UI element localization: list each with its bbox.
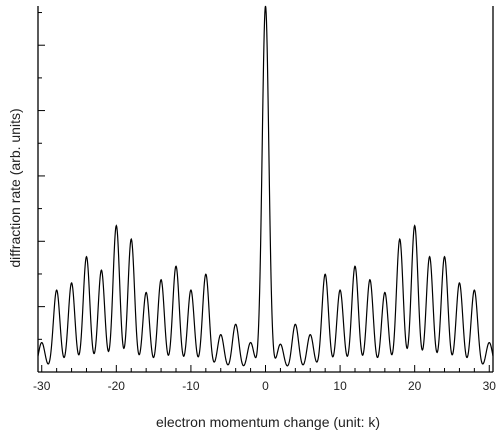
x-tick-label: 0 (262, 379, 269, 393)
x-tick-label: 20 (408, 379, 422, 393)
y-axis-label: diffraction rate (arb. units) (7, 108, 23, 267)
axis-ticks (38, 12, 490, 372)
plot-frame (37, 6, 494, 373)
x-axis-label: electron momentum change (unit: k) (156, 414, 380, 430)
x-tick-label: 10 (333, 379, 347, 393)
x-tick-label: -10 (182, 379, 200, 393)
series-group (37, 5, 494, 367)
x-tick-labels: -30 -20 -10 0 10 20 30 (33, 379, 496, 393)
x-tick-label: -30 (33, 379, 51, 393)
x-tick-label: -20 (108, 379, 126, 393)
diffraction-curve (37, 5, 494, 367)
x-tick-label: 30 (483, 379, 496, 393)
